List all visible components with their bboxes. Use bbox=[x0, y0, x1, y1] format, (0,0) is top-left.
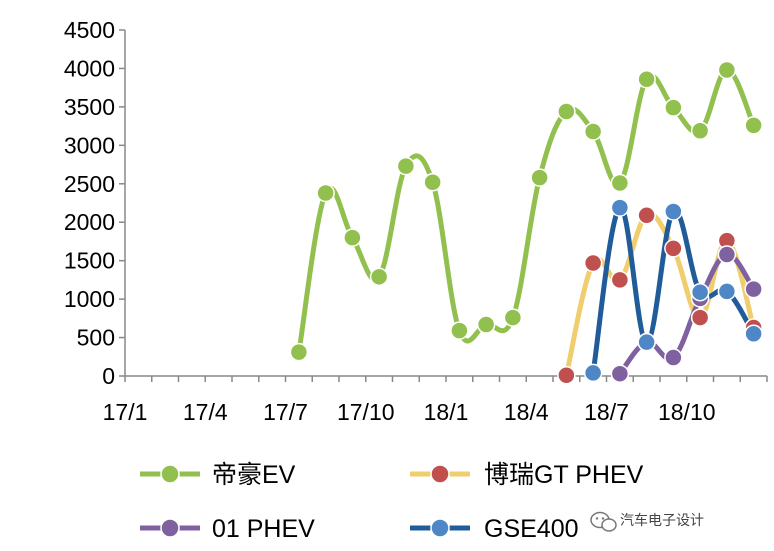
series-2-point bbox=[610, 364, 630, 383]
y-tick-label: 1500 bbox=[64, 248, 115, 274]
y-tick-label: 3500 bbox=[64, 94, 115, 120]
series-0-point bbox=[316, 183, 335, 203]
plot-markers bbox=[289, 60, 763, 385]
plot-lines bbox=[296, 67, 757, 378]
x-tick-label: 17/1 bbox=[103, 399, 148, 425]
series-2-point bbox=[744, 279, 763, 299]
y-tick-label: 0 bbox=[102, 363, 115, 389]
series-0-point bbox=[476, 315, 496, 334]
series-0-point bbox=[343, 228, 362, 247]
series-3-point bbox=[583, 363, 603, 383]
wechat-icon bbox=[590, 511, 617, 532]
series-0-point bbox=[664, 98, 683, 117]
series-0-point bbox=[369, 267, 389, 287]
series-1-point bbox=[583, 253, 603, 273]
series-0-point bbox=[744, 116, 763, 135]
legend-label: 01 PHEV bbox=[212, 515, 315, 543]
y-tick-label: 4500 bbox=[64, 17, 115, 43]
series-0-point bbox=[690, 121, 710, 140]
y-tick-label: 500 bbox=[77, 325, 115, 351]
series-2-point bbox=[664, 348, 683, 367]
x-axis: 17/1 17/4 17/7 17/10 18/1 18/4 18/7 18/10 bbox=[103, 375, 768, 425]
series-1-point bbox=[610, 270, 630, 290]
legend-swatch-marker bbox=[430, 464, 450, 484]
series-2-point bbox=[717, 245, 737, 264]
series-0-point bbox=[530, 168, 549, 187]
watermark: 汽车电子设计 bbox=[590, 511, 704, 532]
series-0-point bbox=[289, 342, 309, 362]
watermark-text: 汽车电子设计 bbox=[620, 512, 704, 529]
legend-label: 帝豪EV bbox=[212, 461, 296, 489]
x-tick-label: 18/10 bbox=[658, 399, 716, 425]
series-0-point bbox=[396, 156, 416, 176]
x-tick-label: 18/4 bbox=[504, 399, 549, 425]
legend-label: GSE400 bbox=[484, 515, 579, 543]
legend-label: 博瑞GT PHEV bbox=[484, 461, 644, 489]
series-3-point bbox=[717, 282, 737, 301]
x-tick-label: 18/7 bbox=[584, 399, 629, 425]
series-1-point bbox=[664, 239, 683, 258]
series-0-point bbox=[423, 172, 442, 192]
series-0-point bbox=[503, 308, 523, 327]
y-axis: 0 500 1000 1500 2000 2500 3000 3500 4000 4500 bbox=[64, 17, 126, 389]
series-1-point bbox=[557, 365, 576, 385]
series-0-point bbox=[450, 321, 469, 340]
series-0-point bbox=[717, 60, 737, 80]
y-tick-label: 1000 bbox=[64, 286, 115, 312]
legend: 帝豪EV 博瑞GT PHEV 01 PHEV GSE400 bbox=[140, 461, 644, 543]
legend-swatch-marker bbox=[430, 518, 450, 538]
series-3-point bbox=[744, 324, 763, 343]
legend-swatch-marker bbox=[160, 464, 180, 484]
series-3-point bbox=[664, 202, 683, 221]
y-tick-label: 2000 bbox=[64, 209, 115, 235]
series-0-point bbox=[557, 102, 576, 121]
series-3-point bbox=[610, 198, 630, 217]
y-tick-label: 4000 bbox=[64, 55, 115, 81]
x-tick-label: 17/4 bbox=[183, 399, 228, 425]
series-0-point bbox=[637, 69, 656, 89]
series-1-point bbox=[690, 308, 710, 327]
series-0-point bbox=[583, 122, 603, 141]
x-tick-label: 17/7 bbox=[263, 399, 308, 425]
x-tick-label: 18/1 bbox=[424, 399, 469, 425]
series-3-point bbox=[637, 332, 656, 352]
x-tick-label: 17/10 bbox=[337, 399, 395, 425]
series-3-point bbox=[690, 282, 710, 302]
series-1-point bbox=[637, 206, 656, 225]
series-0-point bbox=[610, 173, 630, 193]
legend-swatch-marker bbox=[160, 518, 180, 538]
y-tick-label: 2500 bbox=[64, 171, 115, 197]
series-line-0 bbox=[296, 67, 757, 355]
y-tick-label: 3000 bbox=[64, 132, 115, 158]
